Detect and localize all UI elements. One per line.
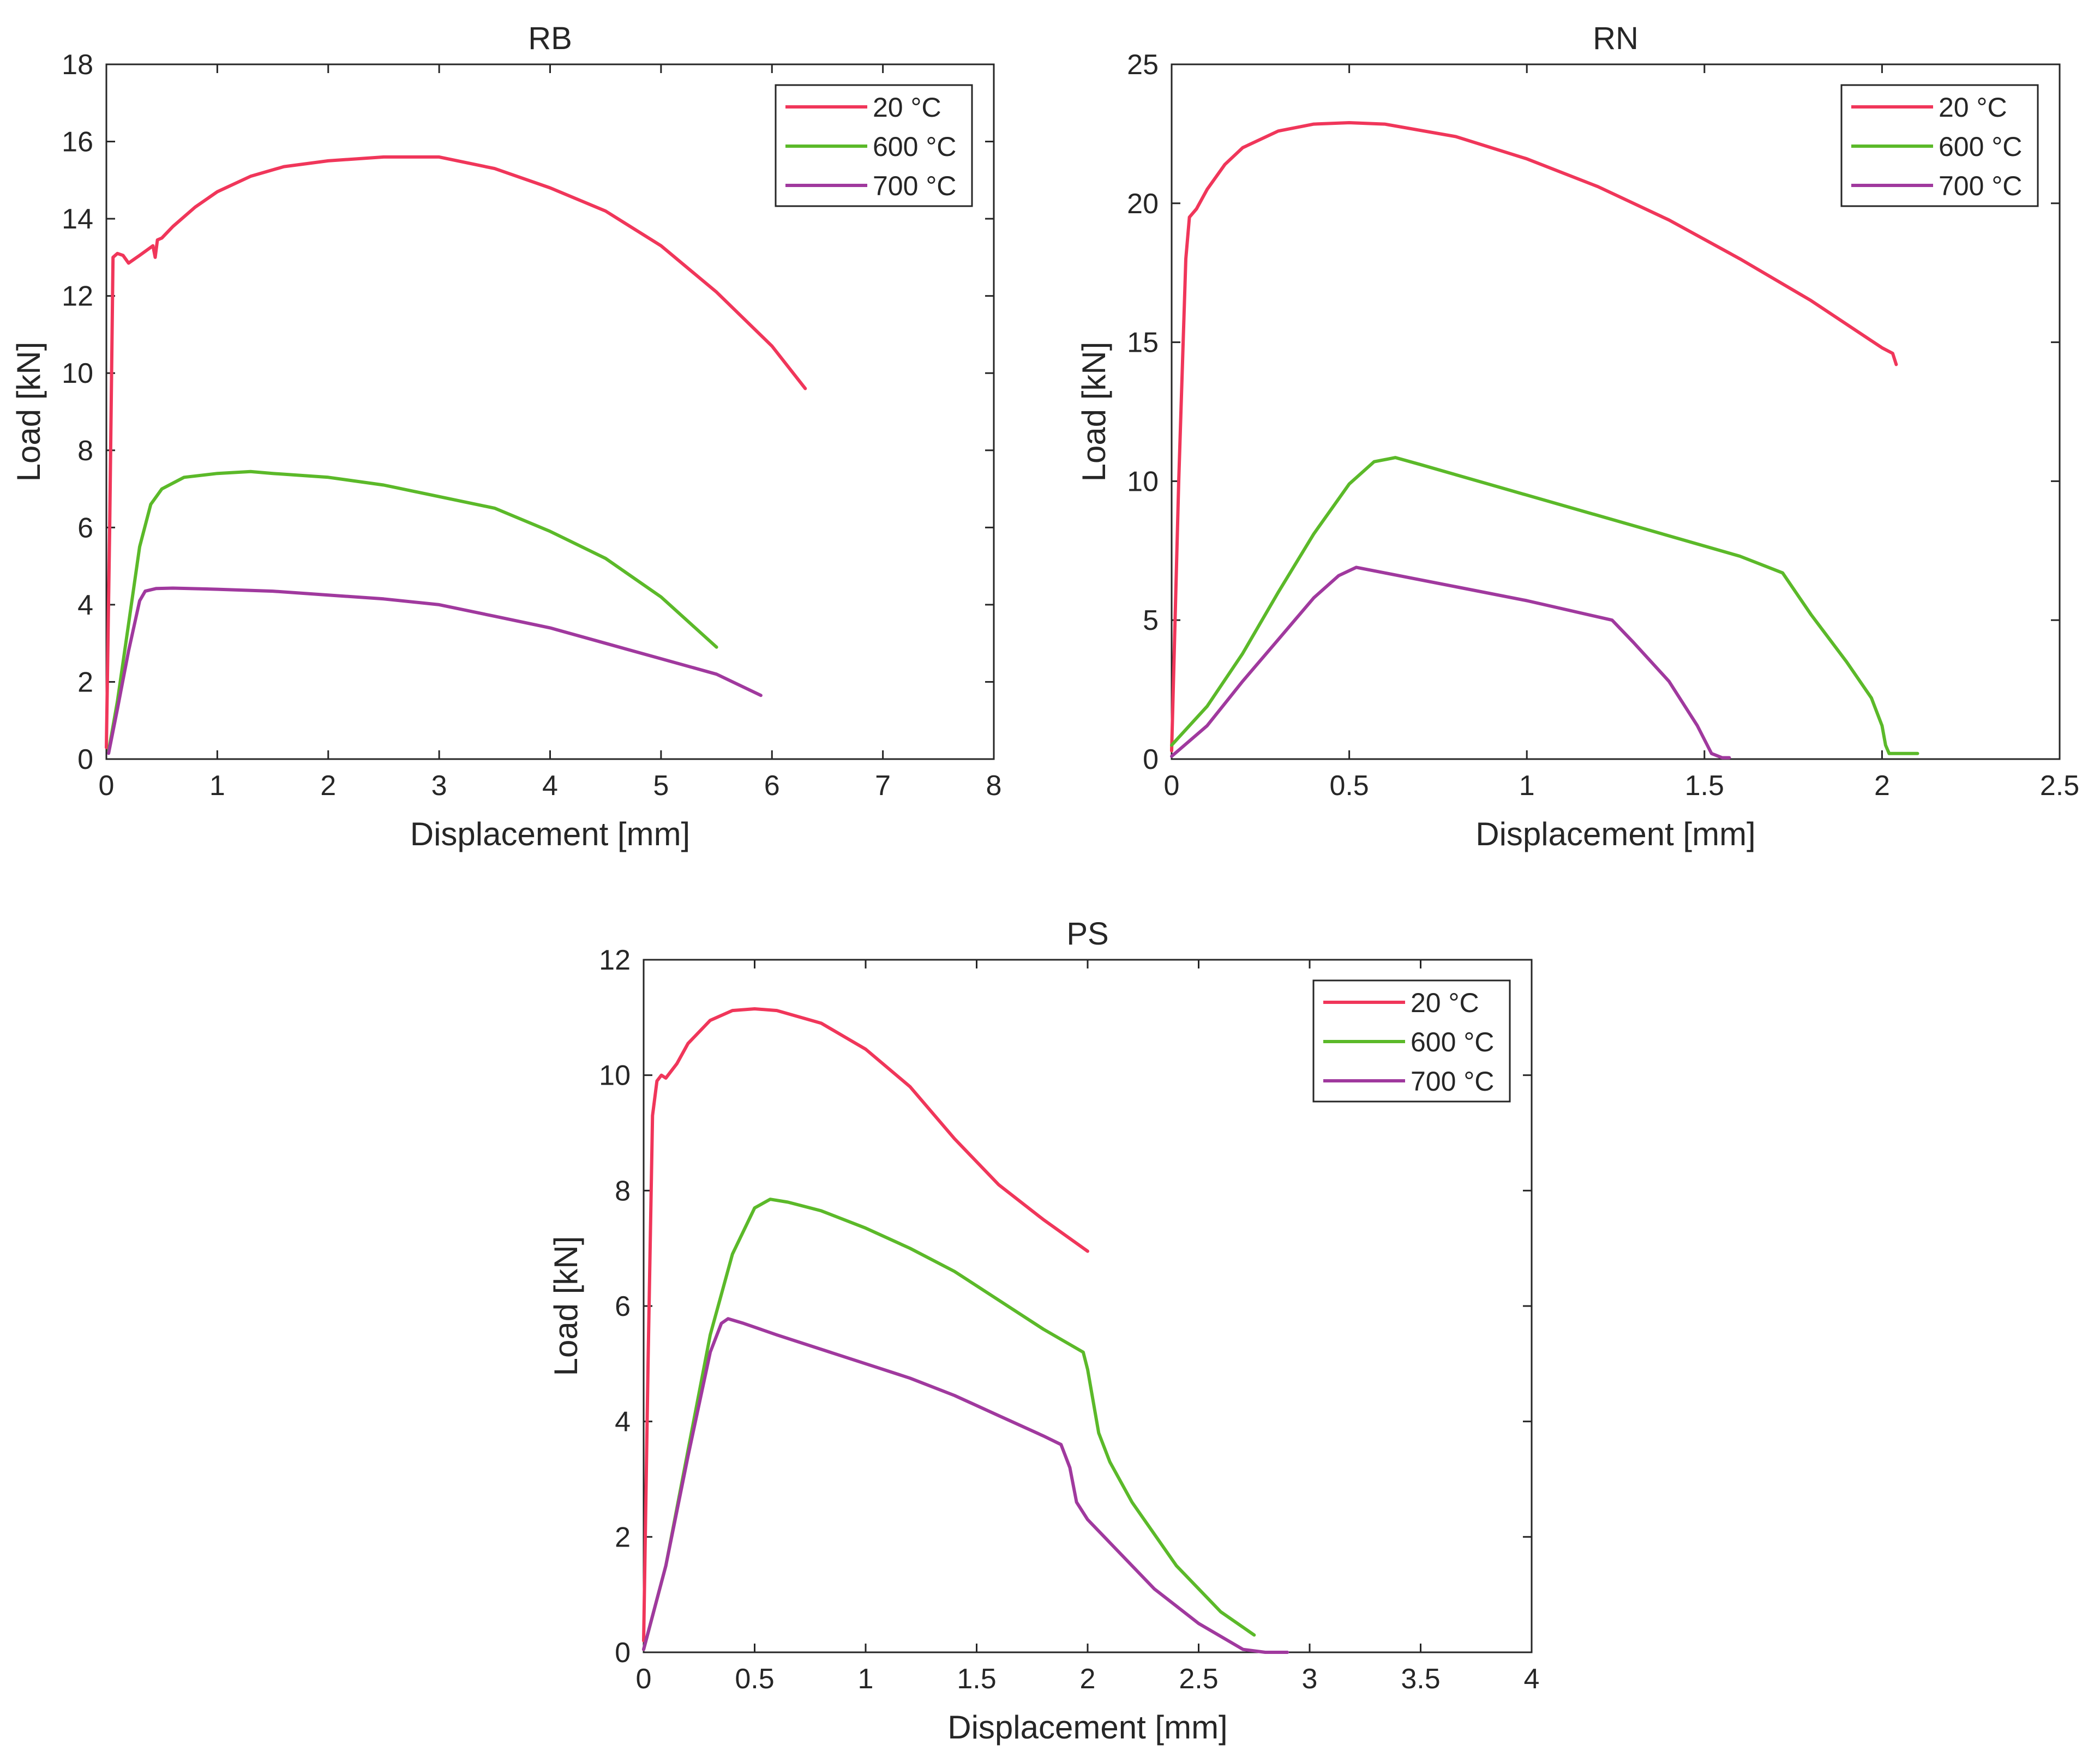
rb-legend-label: 20 °C: [873, 92, 941, 123]
ps-series-line-700c: [642, 1317, 1289, 1654]
rb-xtick-label: 8: [986, 770, 1002, 802]
ps-ytick-label: 0: [615, 1637, 631, 1669]
rn-x-axis-label: Displacement [mm]: [1475, 816, 1755, 852]
rb-series-group: [105, 155, 807, 755]
ps-xtick-label: 3.5: [1401, 1663, 1440, 1695]
ps-xtick-label: 2: [1080, 1663, 1096, 1695]
ps-series-line-600c: [642, 1198, 1256, 1651]
ps-title: PS: [1066, 916, 1108, 952]
rn-y-axis-label: Load [kN]: [1076, 342, 1112, 482]
ps-xtick-label: 1.5: [957, 1663, 996, 1695]
ps-xtick-label: 1: [858, 1663, 874, 1695]
ps-ytick-label: 4: [615, 1406, 631, 1438]
ps-xtick-label: 3: [1302, 1663, 1318, 1695]
rb-y-axis-label: Load [kN]: [10, 342, 47, 482]
ps-legend-label: 700 °C: [1411, 1066, 1494, 1097]
chart-ps: 0 0.5 1 1.5 2 2.5 3 3.5 4 0 2 4 6 8 10 12 PS Displacement…: [548, 916, 1539, 1746]
ps-legend-label: 20 °C: [1411, 988, 1479, 1018]
rn-ytick-label: 20: [1127, 188, 1159, 220]
rb-ytick-label: 14: [62, 203, 93, 235]
ps-xtick-label: 2.5: [1179, 1663, 1218, 1695]
rn-xtick-label: 2: [1874, 770, 1890, 802]
rn-xtick-label: 0: [1164, 770, 1180, 802]
rn-series-line-20c: [1170, 121, 1898, 753]
rb-xtick-label: 0: [99, 770, 115, 802]
rb-ytick-label: 18: [62, 49, 93, 81]
rn-ytick-label: 5: [1143, 605, 1159, 636]
ps-x-axis-label: Displacement [mm]: [947, 1709, 1227, 1746]
rb-xtick-label: 2: [320, 770, 336, 802]
rn-series-line-700c: [1170, 565, 1731, 760]
rb-ytick-label: 2: [77, 666, 93, 698]
rb-xtick-label: 4: [542, 770, 558, 802]
rb-series-line-600c: [107, 470, 718, 753]
ps-y-axis-label: Load [kN]: [548, 1236, 584, 1376]
rn-ytick-label: 0: [1143, 744, 1159, 775]
rn-legend-label: 700 °C: [1939, 171, 2022, 201]
ps-xtick-label: 0.5: [735, 1663, 774, 1695]
ps-series-group: [642, 1007, 1289, 1654]
rn-series-group: [1170, 121, 1919, 760]
rb-series-line-20c: [105, 155, 807, 749]
rb-xtick-label: 7: [875, 770, 891, 802]
rb-xtick-label: 6: [764, 770, 780, 802]
rn-legend: 20 °C 600 °C 700 °C: [1840, 84, 2039, 207]
rn-title: RN: [1593, 21, 1639, 56]
ps-ytick-label: 6: [615, 1291, 631, 1322]
ps-ytick-label: 8: [615, 1175, 631, 1207]
rn-ytick-label: 15: [1127, 327, 1159, 359]
rb-title: RB: [528, 21, 572, 56]
rb-ytick-label: 10: [62, 358, 93, 389]
rb-ytick-label: 12: [62, 281, 93, 312]
rb-ytick-label: 16: [62, 127, 93, 158]
rb-ytick-label: 0: [77, 744, 93, 775]
rb-ytick-label: 4: [77, 589, 93, 621]
ps-legend: 20 °C 600 °C 700 °C: [1312, 979, 1511, 1103]
rb-xtick-label: 3: [431, 770, 447, 802]
rn-legend-label: 20 °C: [1939, 92, 2007, 123]
rb-xtick-label: 5: [653, 770, 669, 802]
rn-series-line-600c: [1170, 456, 1919, 755]
ps-series-line-20c: [642, 1007, 1089, 1642]
rn-ytick-label: 25: [1127, 49, 1159, 81]
rb-legend-label: 700 °C: [873, 171, 956, 201]
rn-ytick-label: 10: [1127, 466, 1159, 497]
rn-xtick-label: 1.5: [1685, 770, 1724, 802]
rn-xtick-label: 1: [1519, 770, 1535, 802]
ps-ytick-label: 10: [599, 1060, 631, 1092]
rb-ytick-label: 8: [77, 435, 93, 467]
rb-x-axis-label: Displacement [mm]: [410, 816, 690, 852]
rb-legend-label: 600 °C: [873, 131, 956, 162]
rn-xtick-label: 2.5: [2040, 770, 2079, 802]
rb-series-line-700c: [107, 586, 763, 755]
ps-xtick-label: 4: [1524, 1663, 1540, 1695]
rn-axes-frame: [1171, 63, 2061, 760]
ps-ytick-label: 2: [615, 1521, 631, 1553]
rn-xtick-label: 0.5: [1329, 770, 1369, 802]
ps-xtick-label: 0: [636, 1663, 652, 1695]
rb-ytick-label: 6: [77, 512, 93, 544]
ps-ytick-label: 12: [599, 944, 631, 976]
rn-legend-label: 600 °C: [1939, 131, 2022, 162]
chart-rn: 0 0.5 1 1.5 2 2.5 0 5 10 15 20 25 RN Displacement [mm…: [1076, 21, 2079, 852]
rb-xtick-label: 1: [209, 770, 225, 802]
rb-legend: 20 °C 600 °C 700 °C: [775, 84, 973, 207]
ps-legend-label: 600 °C: [1411, 1027, 1494, 1057]
